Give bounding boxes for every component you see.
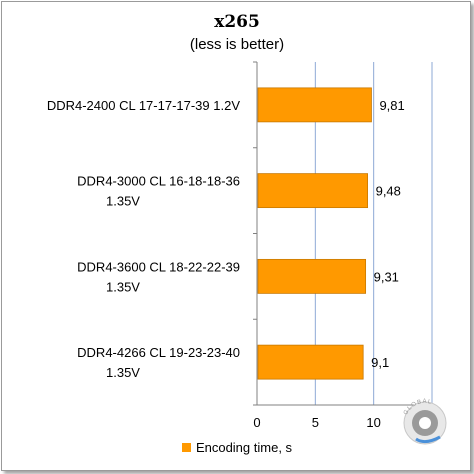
category-label-line: 1.35V: [106, 279, 140, 294]
x-tick-label: 0: [253, 415, 260, 430]
category-label-line: 1.35V: [106, 365, 140, 380]
category-label-line: DDR4-3000 CL 16-18-18-36: [77, 174, 240, 189]
legend-label: Encoding time, s: [195, 440, 293, 455]
data-label: 9,81: [379, 98, 404, 113]
x-tick-label: 10: [366, 415, 380, 430]
category-label-line: DDR4-4266 CL 19-23-23-40: [77, 345, 240, 360]
bar: [257, 87, 372, 123]
category-label: DDR4-2400 CL 17-17-17-39 1.2V: [47, 98, 241, 113]
chart-title: x265: [214, 12, 260, 32]
bar: [257, 258, 367, 294]
data-label: 9,1: [371, 355, 389, 370]
bar: [257, 344, 364, 380]
x-tick-label: 5: [312, 415, 319, 430]
gecid-logo-icon: GLOBAL: [403, 399, 447, 445]
category-label-line: DDR4-2400 CL 17-17-17-39 1.2V: [47, 98, 241, 113]
category-label-line: 1.35V: [106, 194, 140, 209]
category-label: DDR4-3000 CL 16-18-18-36 1.35V: [77, 174, 240, 209]
bar: [257, 173, 368, 209]
chart-subtitle: (less is better): [189, 36, 285, 53]
category-label: DDR4-4266 CL 19-23-23-40 1.35V: [77, 345, 240, 380]
category-label: DDR4-3600 CL 18-22-22-39 1.35V: [77, 259, 240, 294]
legend: Encoding time, s: [0, 440, 474, 455]
data-label: 9,31: [374, 269, 399, 284]
data-label: 9,48: [376, 184, 401, 199]
legend-swatch: [181, 443, 191, 452]
category-label-line: DDR4-3600 CL 18-22-22-39: [77, 259, 240, 274]
